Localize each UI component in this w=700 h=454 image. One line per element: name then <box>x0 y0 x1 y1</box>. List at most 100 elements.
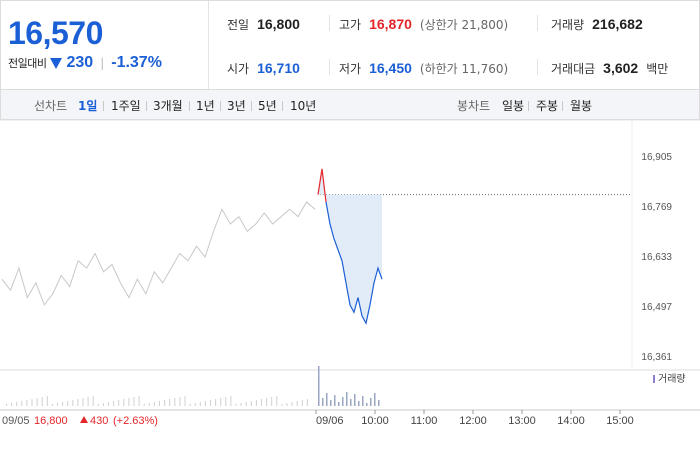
volume-bar <box>11 403 13 406</box>
tab-monthly-candle[interactable]: 월봉 <box>570 99 593 113</box>
tab-separator <box>528 101 529 111</box>
stat-label: 고가 <box>339 18 362 32</box>
volume-bar <box>296 401 298 406</box>
volume-bar <box>362 396 364 406</box>
volume-bar <box>118 400 120 406</box>
stat-prev-close: 전일 16,800 <box>227 16 300 33</box>
divider <box>329 15 330 31</box>
volume-bar <box>179 397 181 406</box>
volume-bar <box>46 396 48 406</box>
volume-bar <box>199 402 201 406</box>
x-tick-label: 09/06 <box>316 415 344 427</box>
volume-bar <box>346 392 348 406</box>
volume-bar <box>133 397 135 406</box>
volume-bar <box>342 397 344 406</box>
x-tick-label: 13:00 <box>508 415 536 427</box>
volume-bar <box>358 401 360 406</box>
tab-separator <box>220 101 221 111</box>
y-tick-label: 16,361 <box>641 352 672 363</box>
tab-separator <box>146 101 147 111</box>
down-arrow-icon <box>50 57 63 69</box>
current-price: 16,570 <box>8 15 103 51</box>
volume-bar <box>174 398 176 406</box>
volume-bar <box>220 398 222 406</box>
volume-bar <box>240 403 242 406</box>
stat-value: 216,682 <box>592 16 643 32</box>
volume-bar <box>230 396 232 406</box>
volume-bar <box>148 403 150 406</box>
stat-label: 저가 <box>339 62 362 76</box>
volume-bar <box>57 403 58 406</box>
volume-bar <box>374 393 376 406</box>
x-tick-label: 15:00 <box>606 415 634 427</box>
volume-bar <box>204 401 206 406</box>
tab-10y[interactable]: 10년 <box>290 99 317 113</box>
prev-day-line <box>1 201 316 306</box>
current-day-down-line <box>325 201 383 325</box>
tab-1y[interactable]: 1년 <box>196 99 215 113</box>
volume-bar <box>281 404 283 406</box>
volume-bar <box>108 402 109 406</box>
volume-bar <box>318 366 320 406</box>
prev-day-close: 16,800 <box>34 415 68 427</box>
stat-amount: 거래대금 3,602 백만 <box>551 60 668 77</box>
x-tick-label: 12:00 <box>459 415 487 427</box>
volume-bar <box>215 399 217 406</box>
stat-low: 저가 16,450 (하한가 11,760) <box>339 60 508 77</box>
tab-3y[interactable]: 3년 <box>227 99 246 113</box>
volume-bar <box>92 396 94 406</box>
stat-label: 거래량 <box>551 18 585 32</box>
volume-bar <box>82 398 84 406</box>
volume-bar <box>370 398 372 406</box>
volume-bar <box>334 395 336 406</box>
volume-bar <box>184 396 186 406</box>
change-row: 전일대비 230 | -1.37% <box>8 54 162 72</box>
volume-bar <box>291 402 293 406</box>
volume-bar <box>322 398 324 406</box>
volume-bar <box>123 399 125 406</box>
current-day-up-line <box>317 168 327 203</box>
stat-label: 전일 <box>227 18 250 32</box>
volume-bar <box>97 404 99 406</box>
volume-bar <box>41 397 43 406</box>
stat-unit: 백만 <box>646 62 669 76</box>
stat-value: 16,870 <box>369 16 412 32</box>
y-tick-label: 16,769 <box>641 202 672 213</box>
tab-weekly-candle[interactable]: 주봉 <box>536 99 559 113</box>
volume-bar <box>67 401 69 406</box>
volume-bar <box>326 393 328 406</box>
tab-5y[interactable]: 5년 <box>258 99 277 113</box>
tab-separator <box>103 101 104 111</box>
volume-bar <box>354 394 356 406</box>
volume-bar <box>306 399 308 406</box>
tab-separator <box>562 101 563 111</box>
tab-3m[interactable]: 3개월 <box>153 99 183 113</box>
divider <box>537 59 538 75</box>
volume-bar <box>301 400 303 406</box>
volume-bar <box>77 399 79 406</box>
volume-bar <box>235 404 237 406</box>
y-tick-label: 16,633 <box>641 252 672 263</box>
volume-bar <box>102 403 104 406</box>
prev-day-change: 430 <box>90 415 108 427</box>
below-prev-close-area <box>318 168 382 324</box>
stat-open: 시가 16,710 <box>227 60 300 77</box>
line-chart-label: 선차트 <box>34 99 68 113</box>
volume-legend-label: 거래량 <box>658 373 686 385</box>
tab-separator <box>251 101 252 111</box>
volume-bar <box>210 400 211 406</box>
tab-1w[interactable]: 1주일 <box>111 99 141 113</box>
tab-daily-candle[interactable]: 일봉 <box>502 99 525 113</box>
volume-bar <box>245 402 247 406</box>
volume-bar <box>225 397 227 406</box>
price-chart: 16,905 16,769 16,633 16,497 16,361 거래량 09/05 16… <box>0 119 700 450</box>
chart-period-tabs: 선차트 1일 1주일 3개월 1년 3년 5년 10년 봉차트 일봉 주봉 월봉 <box>0 90 700 120</box>
volume-bar <box>36 398 38 406</box>
volume-legend-marker <box>653 375 655 383</box>
volume-bar <box>138 396 140 406</box>
stat-sub: (하한가 11,760) <box>419 62 509 76</box>
change-value: 230 <box>66 54 94 71</box>
volume-bar <box>21 401 23 406</box>
separator: | <box>100 56 105 70</box>
tab-1d[interactable]: 1일 <box>78 99 98 113</box>
